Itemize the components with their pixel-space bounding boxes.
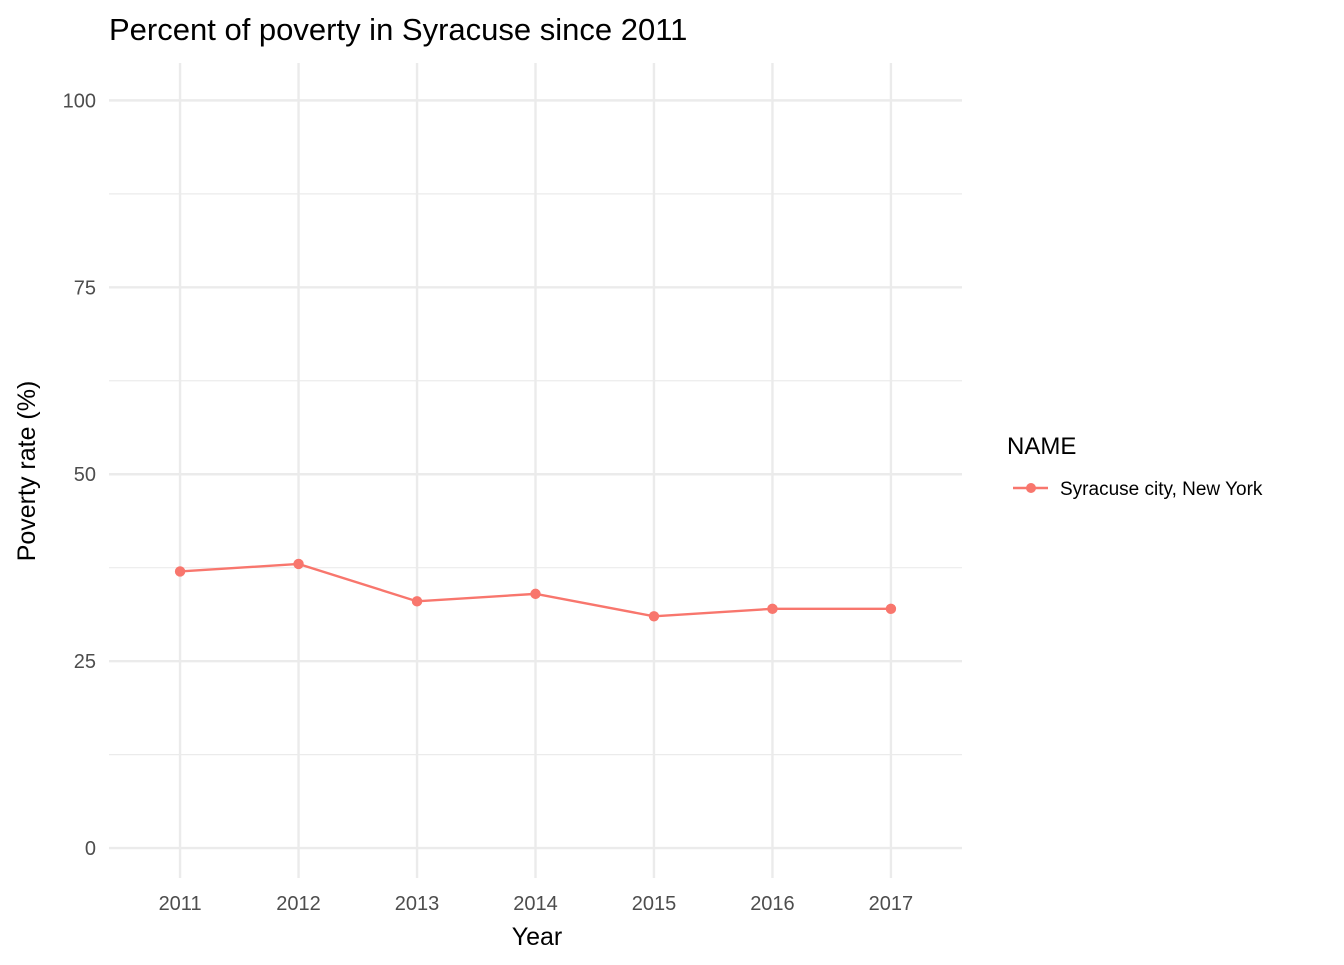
legend-label-syracuse: Syracuse city, New York bbox=[1060, 479, 1263, 500]
x-tick-label: 2013 bbox=[395, 893, 440, 915]
x-tick-label: 2014 bbox=[513, 893, 558, 915]
data-point bbox=[648, 611, 660, 622]
data-point bbox=[293, 558, 304, 570]
y-tick-label: 100 bbox=[63, 90, 96, 112]
y-tick-label: 0 bbox=[85, 838, 96, 860]
x-tick-label: 2017 bbox=[869, 893, 914, 915]
legend-title: NAME bbox=[1007, 433, 1076, 460]
y-axis-title: Poverty rate (%) bbox=[13, 381, 41, 562]
y-tick-label: 50 bbox=[74, 464, 96, 486]
data-point bbox=[885, 603, 897, 615]
grid-lines bbox=[109, 63, 962, 878]
chart-title: Percent of poverty in Syracuse since 201… bbox=[109, 12, 687, 47]
data-point bbox=[767, 603, 778, 615]
y-tick-label: 75 bbox=[74, 277, 96, 299]
x-tick-label: 2016 bbox=[750, 893, 795, 915]
tick-labels: 0 25 50 75 100 2011 2012 2013 2014 2015 2016 2017 bbox=[63, 90, 914, 915]
data-point bbox=[530, 588, 541, 600]
y-tick-label: 25 bbox=[74, 651, 96, 673]
data-point bbox=[174, 566, 186, 577]
x-tick-label: 2012 bbox=[276, 893, 321, 915]
legend-key-point bbox=[1026, 483, 1036, 493]
legend: NAME Syracuse city, New York bbox=[1007, 433, 1263, 500]
data-point bbox=[411, 596, 423, 607]
x-tick-label: 2011 bbox=[159, 893, 202, 915]
x-tick-label: 2015 bbox=[632, 893, 677, 915]
series-layer bbox=[174, 558, 897, 622]
x-axis-title: Year bbox=[512, 923, 563, 951]
